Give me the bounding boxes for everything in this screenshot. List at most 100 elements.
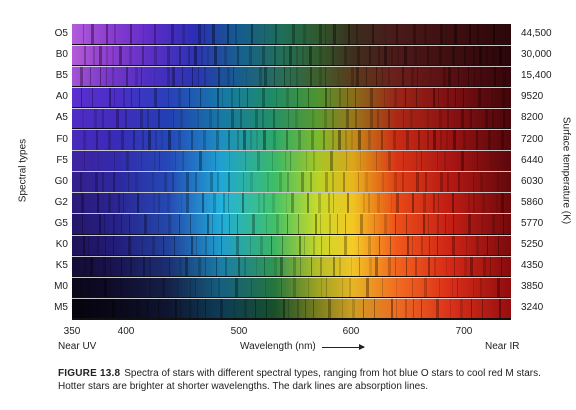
absorption-line [147, 108, 149, 129]
absorption-line [503, 66, 506, 87]
absorption-line [503, 108, 505, 129]
absorption-line [407, 235, 409, 255]
absorption-line [424, 24, 427, 44]
absorption-line [198, 66, 199, 87]
absorption-line [434, 256, 436, 277]
absorption-line [201, 45, 203, 66]
absorption-line [159, 150, 160, 171]
absorption-line [130, 256, 132, 277]
absorption-line [313, 235, 315, 255]
absorption-lines [72, 192, 511, 213]
absorption-line [279, 171, 282, 192]
absorption-line [301, 171, 304, 192]
absorption-line [470, 108, 472, 129]
absorption-line [178, 129, 181, 150]
left-axis-title: Spectral types [17, 138, 29, 203]
absorption-line [344, 45, 347, 66]
absorption-line [243, 129, 246, 150]
absorption-line [112, 66, 114, 87]
absorption-line [195, 171, 197, 192]
absorption-line [502, 87, 505, 108]
absorption-line [347, 87, 348, 108]
absorption-line [218, 277, 220, 298]
row-divider [72, 192, 511, 194]
absorption-line [332, 108, 334, 129]
absorption-line [394, 87, 397, 108]
absorption-line [454, 256, 455, 277]
absorption-line [82, 108, 84, 129]
absorption-line [288, 298, 289, 319]
absorption-line [235, 24, 237, 44]
absorption-line [283, 298, 285, 319]
spectral-type-label: B5 [55, 70, 68, 82]
absorption-line [332, 129, 334, 150]
absorption-line [108, 129, 111, 150]
absorption-line [97, 192, 99, 213]
absorption-line [220, 298, 223, 319]
spectra-panel [72, 24, 511, 320]
absorption-line [147, 298, 148, 319]
absorption-line [205, 256, 206, 277]
absorption-line [189, 298, 191, 319]
absorption-line [351, 66, 354, 87]
absorption-line [458, 66, 459, 87]
absorption-line [134, 277, 135, 298]
tick-400: 400 [117, 326, 135, 337]
absorption-line [303, 24, 306, 44]
absorption-line [251, 277, 252, 298]
absorption-line [259, 66, 262, 87]
absorption-line [468, 192, 470, 213]
absorption-line [321, 277, 322, 298]
absorption-line [404, 45, 407, 66]
absorption-line [105, 235, 106, 255]
absorption-line [237, 129, 239, 150]
absorption-line [485, 108, 488, 129]
absorption-line [311, 256, 312, 277]
absorption-line [461, 150, 464, 171]
absorption-line [443, 66, 446, 87]
absorption-line [207, 45, 209, 66]
absorption-line [403, 150, 404, 171]
absorption-line [175, 298, 177, 319]
absorption-line [458, 171, 460, 192]
absorption-line [337, 213, 338, 234]
absorption-line [246, 66, 247, 87]
absorption-line [227, 66, 230, 87]
absorption-line [499, 298, 501, 319]
absorption-line [93, 45, 95, 66]
absorption-line [80, 277, 81, 298]
absorption-line [229, 213, 230, 234]
absorption-line [447, 171, 449, 192]
absorption-line [142, 45, 144, 66]
absorption-line [221, 213, 223, 234]
absorption-line [396, 277, 397, 298]
absorption-line [360, 150, 361, 171]
absorption-line [90, 256, 93, 277]
absorption-line [118, 192, 120, 213]
absorption-line [83, 129, 86, 150]
absorption-line [397, 45, 399, 66]
absorption-line [168, 213, 171, 234]
absorption-line [284, 66, 285, 87]
spectrum-row [72, 150, 511, 171]
absorption-line [83, 235, 85, 255]
absorption-line [84, 256, 87, 277]
absorption-line [439, 108, 442, 129]
row-divider [72, 107, 511, 109]
absorption-line [129, 213, 130, 234]
absorption-line [448, 66, 451, 87]
absorption-line [388, 256, 391, 277]
spectrum-row [72, 298, 511, 319]
absorption-line [256, 129, 258, 150]
absorption-line [384, 87, 385, 108]
absorption-line [298, 129, 301, 150]
absorption-line [271, 235, 272, 255]
absorption-line [286, 129, 288, 150]
absorption-line [162, 277, 165, 298]
absorption-line [402, 171, 404, 192]
absorption-line [406, 213, 407, 234]
absorption-line [416, 150, 417, 171]
absorption-line [142, 129, 144, 150]
absorption-line [90, 66, 91, 87]
absorption-line [440, 171, 443, 192]
